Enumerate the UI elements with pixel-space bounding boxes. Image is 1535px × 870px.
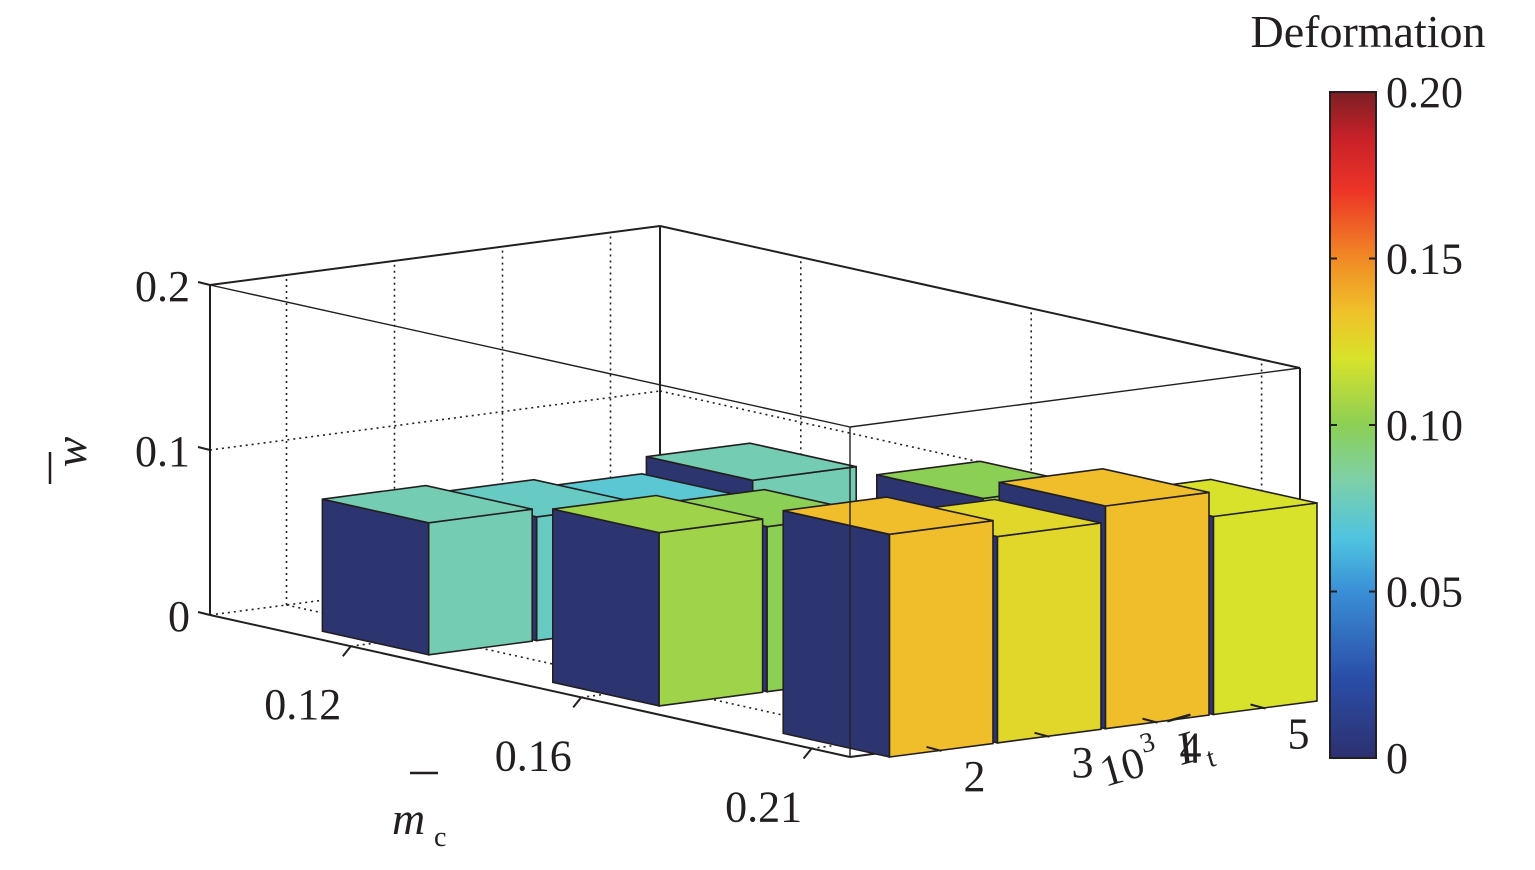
colorbar-tick-label: 0.15: [1386, 235, 1463, 284]
y-tick-label: 5: [1288, 709, 1310, 758]
colorbar: Deformation 0 0.05 0.10 0.15 0.20: [1250, 6, 1485, 783]
tick-labels: 0 0.1 0.2 0.12 0.16 0.21 2 3 4 5: [135, 262, 1310, 831]
bar-side-face: [1212, 502, 1318, 716]
bar-0.21-2: [782, 496, 994, 758]
y-axis-label-subscript: t: [1203, 742, 1219, 774]
z-axis-title: w: [45, 436, 96, 484]
y-tick-label: 3: [1072, 738, 1094, 787]
bar-side-face: [427, 508, 534, 656]
y-tick-label: 4: [1180, 724, 1202, 773]
bar-side-face: [658, 518, 764, 707]
bar-top-face: [552, 494, 763, 534]
x-axis-label-subscript: c: [434, 822, 446, 853]
bar-top-face: [646, 442, 857, 482]
colorbar-tick-label: 0.05: [1386, 568, 1463, 617]
bars: [209, 284, 1318, 758]
colorbar-tick-label: 0.10: [1386, 401, 1463, 450]
x-axis-title: m c: [392, 771, 446, 853]
bar-side-face: [1104, 491, 1210, 730]
bar-front-face: [782, 509, 891, 758]
z-tick-label: 0: [168, 592, 190, 641]
colorbar-title: Deformation: [1250, 6, 1485, 57]
bar-front-face: [321, 498, 430, 656]
x-axis-label: m: [392, 793, 425, 844]
bar-side-face: [888, 519, 994, 758]
bar-side-face: [996, 522, 1102, 744]
colorbar-tick-label: 0: [1386, 734, 1408, 783]
colorbar-tick-label: 0.20: [1386, 68, 1463, 117]
z-tick-label: 0.1: [135, 427, 190, 476]
x-tick-label: 0.21: [725, 782, 802, 831]
bar-top-face: [999, 467, 1210, 507]
bar-top-face: [783, 496, 994, 536]
z-axis-label: w: [45, 436, 96, 467]
y-tick-label: 2: [964, 752, 986, 801]
z-tick-label: 0.2: [135, 262, 190, 311]
bar-front-face: [551, 508, 660, 707]
box-front-edges: [209, 284, 1301, 757]
x-tick-label: 0.12: [264, 680, 341, 729]
bar-top-face: [322, 484, 533, 524]
x-tick-label: 0.16: [495, 731, 572, 780]
bar-0.16-2: [551, 494, 764, 707]
bar-0.12-2: [321, 484, 534, 656]
